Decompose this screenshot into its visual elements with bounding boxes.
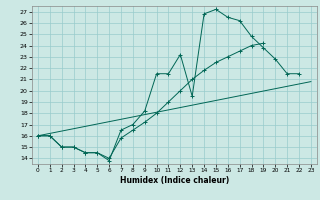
X-axis label: Humidex (Indice chaleur): Humidex (Indice chaleur): [120, 176, 229, 185]
